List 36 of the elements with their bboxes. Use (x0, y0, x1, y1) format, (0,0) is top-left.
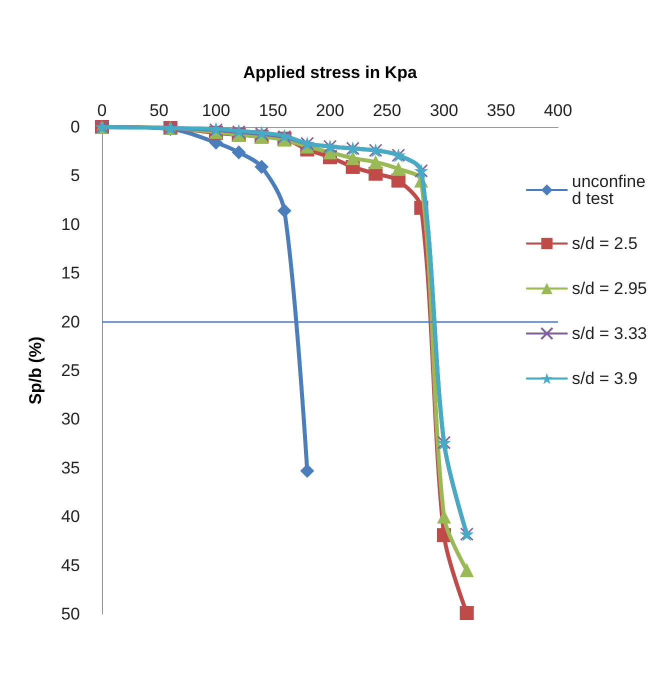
y-tick-label: 30 (61, 410, 80, 429)
x-axis-title: Applied stress in Kpa (243, 63, 418, 82)
legend-label: s/d = 2.5 (572, 234, 638, 253)
point (460, 606, 474, 620)
x-tick-label: 50 (150, 101, 168, 120)
point (254, 160, 269, 174)
point (277, 204, 292, 218)
x-tick-label: 250 (372, 101, 402, 120)
y-tick-label: 0 (70, 118, 80, 136)
x-tick-label: 350 (486, 101, 516, 120)
point (346, 151, 360, 166)
y-tick-label: 5 (70, 166, 80, 186)
point (368, 155, 383, 170)
y-tick-label: 15 (61, 264, 80, 283)
y-tick-label: 20 (61, 312, 80, 332)
y-tick-label: 40 (61, 507, 80, 526)
y-tick-label: 35 (61, 458, 80, 478)
point (300, 464, 314, 478)
point (232, 145, 246, 160)
y-tick-label: 50 (61, 604, 80, 624)
x-tick-label: 400 (544, 101, 572, 120)
legend-label: unconfined test (572, 172, 646, 208)
y-tick-label: 25 (61, 361, 80, 380)
y-axis-title: Sp/b (%) (26, 336, 45, 404)
legend-label: s/d = 3.33 (572, 324, 647, 343)
x-tick-label: 0 (97, 101, 107, 120)
x-tick-label: 100 (202, 101, 230, 120)
x-tick-label: 150 (258, 101, 288, 120)
y-tick-label: 10 (61, 214, 80, 234)
legend-label: s/d = 3.9 (572, 369, 638, 388)
point (460, 563, 474, 578)
x-tick-label: 200 (316, 101, 344, 120)
y-tick-label: 45 (61, 556, 80, 575)
legend-label: s/d = 2.95 (572, 279, 647, 298)
point (391, 162, 406, 176)
x-tick-label: 300 (430, 101, 458, 120)
